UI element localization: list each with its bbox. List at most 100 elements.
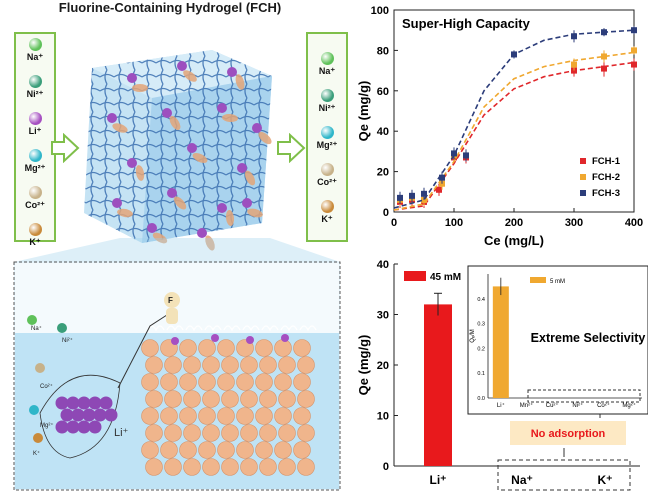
lithium-sphere-icon — [66, 396, 80, 410]
inset-y-axis-label: Qₑ/M — [470, 329, 476, 343]
y-axis-label: Qe (mg/g) — [356, 81, 371, 142]
ion-label: Na⁺ — [318, 66, 336, 76]
data-point — [451, 150, 457, 157]
fluorine-chain — [147, 325, 165, 332]
inset-y-tick-label: 0.3 — [477, 322, 485, 328]
lithium-sphere-icon — [82, 408, 96, 422]
polymer-segment — [132, 84, 148, 92]
lithium-sphere-icon — [162, 108, 172, 118]
no-adsorption-label: No adsorption — [531, 428, 606, 440]
polymer-segment — [244, 170, 256, 186]
substrate-sphere — [236, 441, 254, 459]
legend-marker — [580, 190, 586, 196]
lithium-sphere-icon — [107, 113, 117, 123]
category-label: Li⁺ — [430, 473, 447, 487]
ions-output-panel: Na⁺ Ni²⁺ Mg²⁺ Co²⁺ K⁺ — [306, 32, 348, 242]
ion-label: K⁺ — [29, 237, 41, 247]
data-point — [601, 53, 607, 60]
inset-y-tick-label: 0.1 — [477, 371, 485, 377]
substrate-sphere — [221, 390, 239, 408]
inset-legend-label: 5 mM — [550, 279, 565, 285]
lithium-sphere-icon — [197, 228, 207, 238]
substrate-sphere — [255, 441, 273, 459]
category-label: Na⁺ — [511, 473, 533, 487]
substrate-sphere — [297, 424, 315, 442]
substrate-sphere — [164, 390, 182, 408]
input-arrow-icon — [51, 133, 80, 163]
substrate-sphere — [236, 373, 254, 391]
ion-label: Co²⁺ — [25, 200, 45, 210]
data-point — [631, 61, 637, 68]
y-tick-label: 0 — [383, 461, 389, 473]
inset-category-label: Mn²⁺ — [520, 402, 534, 409]
substrate-sphere — [198, 373, 216, 391]
substrate-sphere — [160, 373, 178, 391]
substrate-sphere — [240, 424, 258, 442]
substrate-sphere — [293, 373, 311, 391]
substrate-sphere — [259, 424, 277, 442]
substrate-sphere — [145, 424, 163, 442]
legend-label: 45 mM — [430, 272, 461, 283]
substrate-sphere — [293, 441, 311, 459]
data-point — [601, 65, 607, 72]
output-arrow-icon — [277, 133, 306, 163]
substrate-sphere — [255, 407, 273, 425]
polymer-segment — [258, 131, 272, 145]
polymer-segment — [225, 210, 235, 226]
substrate-sphere — [145, 390, 163, 408]
ion-sphere-icon — [35, 363, 45, 373]
ions-input-panel: Na⁺ Ni²⁺ Li⁺ Mg²⁺ Co²⁺ K⁺ — [14, 32, 56, 247]
y-tick-label: 40 — [377, 259, 389, 271]
inset-category-label: Li⁺ — [497, 402, 505, 409]
substrate-sphere — [259, 458, 277, 476]
hydrogel-title: Fluorine-Containing Hydrogel (FCH) — [58, 0, 282, 15]
zoom-label-f: F — [168, 296, 173, 305]
substrate-sphere — [293, 407, 311, 425]
x-tick-label: 0 — [391, 217, 397, 229]
substrate-sphere — [240, 458, 258, 476]
chart-title: Super-High Capacity — [402, 16, 531, 31]
substrate-sphere — [217, 441, 235, 459]
fit-line-FCH-2 — [393, 51, 635, 211]
out-ion-1: Ni²⁺ — [308, 89, 346, 122]
substrate-sphere — [274, 407, 292, 425]
ion-sphere-icon — [57, 323, 67, 333]
ion-sphere-icon — [320, 126, 334, 139]
lithium-sphere-icon — [177, 61, 187, 71]
ion-sphere-icon — [320, 52, 334, 65]
lithium-sphere-icon — [227, 67, 237, 77]
polymer-segment — [235, 74, 245, 90]
substrate-sphere — [278, 424, 296, 442]
substrate-sphere — [202, 390, 220, 408]
ion-label: Co²⁺ — [317, 177, 337, 187]
in-ion-4: Co²⁺ — [16, 186, 54, 219]
ion-sphere-icon — [29, 405, 39, 415]
lithium-sphere-icon — [71, 408, 85, 422]
substrate-sphere — [297, 458, 315, 476]
capacity-chart: 0 100 200 300 400 0 20 40 60 80 100 Ce (mg/L) Qe (mg… — [356, 5, 643, 248]
in-ion-1: Ni²⁺ — [16, 75, 54, 108]
fluorine-chain — [242, 325, 260, 332]
bar — [424, 304, 452, 466]
ion-sphere-icon — [320, 200, 334, 213]
substrate-sphere — [259, 390, 277, 408]
in-ion-5: K⁺ — [16, 223, 54, 256]
out-ion-3: Co²⁺ — [308, 163, 346, 196]
data-point — [436, 186, 442, 193]
lithium-sphere-icon — [171, 337, 179, 345]
data-point — [571, 61, 577, 68]
ion-sphere-icon — [28, 223, 42, 236]
polymer-segment — [117, 208, 133, 218]
substrate-sphere — [255, 339, 273, 357]
substrate-sphere — [179, 407, 197, 425]
substrate-sphere — [145, 458, 163, 476]
legend-marker — [580, 174, 586, 180]
substrate-sphere — [141, 339, 159, 357]
inset-y-tick-label: 0.0 — [477, 396, 485, 402]
polymer-segment — [192, 152, 208, 164]
legend-label: FCH-2 — [592, 172, 620, 183]
inset-legend-marker — [530, 277, 546, 283]
substrate-sphere — [179, 339, 197, 357]
y-tick-label: 60 — [377, 86, 389, 98]
hydrogel-cube — [84, 50, 272, 251]
